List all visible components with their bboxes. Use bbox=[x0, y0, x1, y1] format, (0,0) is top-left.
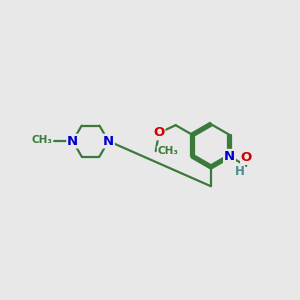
Text: H: H bbox=[235, 165, 244, 178]
Text: N: N bbox=[103, 135, 114, 148]
Text: CH₃: CH₃ bbox=[157, 146, 178, 156]
Text: N: N bbox=[67, 135, 78, 148]
Text: N: N bbox=[224, 150, 235, 163]
Text: O: O bbox=[241, 152, 252, 164]
Text: O: O bbox=[153, 127, 165, 140]
Text: CH₃: CH₃ bbox=[32, 136, 53, 146]
